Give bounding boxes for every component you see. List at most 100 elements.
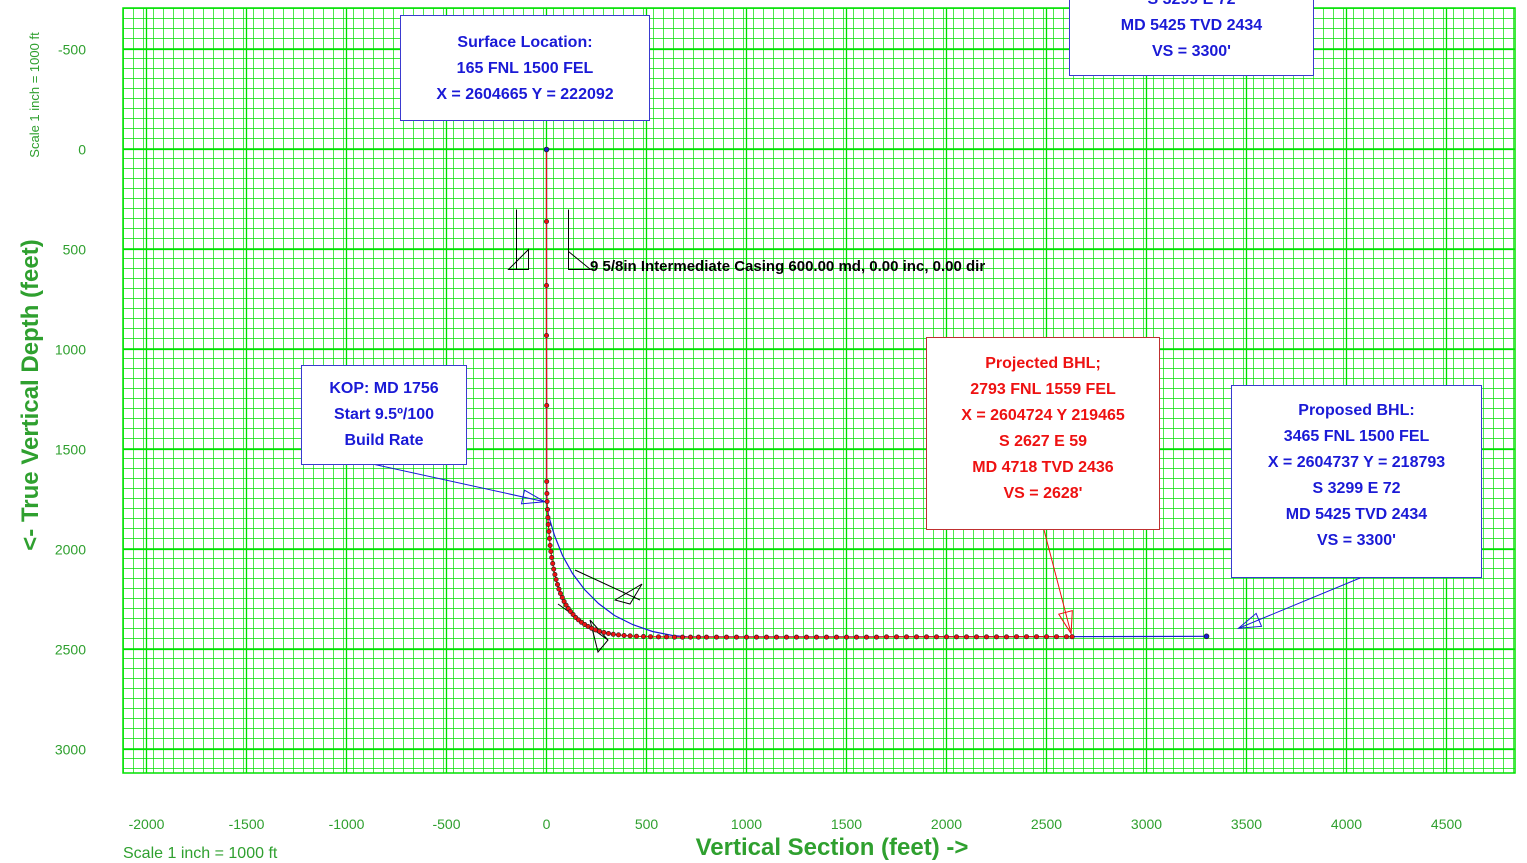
survey-point xyxy=(627,633,633,639)
survey-point xyxy=(993,634,999,640)
projected-line: 2793 FNL 1559 FEL xyxy=(970,381,1116,398)
survey-point xyxy=(621,632,627,638)
y-tick-label: 1000 xyxy=(55,342,86,358)
survey-point xyxy=(671,634,677,640)
projected-line: MD 4718 TVD 2436 xyxy=(972,459,1114,476)
survey-point xyxy=(543,219,549,225)
x-tick-label: -2000 xyxy=(129,816,165,832)
survey-point xyxy=(545,521,551,527)
survey-point xyxy=(640,633,646,639)
survey-point xyxy=(548,548,554,554)
survey-point xyxy=(983,634,989,640)
survey-point xyxy=(679,634,685,640)
top-partial-line: MD 5425 TVD 2434 xyxy=(1120,17,1263,34)
x-tick-label: 500 xyxy=(635,816,659,832)
build-marker-head xyxy=(589,619,609,654)
survey-point xyxy=(813,634,819,640)
survey-point xyxy=(823,634,829,640)
survey-point xyxy=(547,542,553,548)
projected-arrow-head xyxy=(1057,609,1073,636)
survey-point xyxy=(550,560,556,566)
survey-point xyxy=(596,628,602,634)
survey-point xyxy=(647,634,653,640)
x-tick-label: 2500 xyxy=(1031,816,1062,832)
x-tick-label: 1000 xyxy=(731,816,762,832)
y-tick-label: 0 xyxy=(78,142,86,158)
x-tick-label: -1500 xyxy=(229,816,265,832)
survey-point xyxy=(943,634,949,640)
survey-point xyxy=(703,634,709,640)
survey-point xyxy=(1069,634,1075,640)
proposed-line: X = 2604737 Y = 218793 xyxy=(1267,454,1446,471)
survey-point xyxy=(605,630,611,636)
x-tick-label: 4000 xyxy=(1331,816,1362,832)
survey-point xyxy=(833,634,839,640)
proposed-line: S 3299 E 72 xyxy=(1312,480,1401,497)
x-tick-label: 4500 xyxy=(1431,816,1462,832)
kop-line: Start 9.5º/100 xyxy=(333,406,435,423)
survey-point xyxy=(687,634,693,640)
survey-point xyxy=(743,634,749,640)
survey-point xyxy=(544,498,550,504)
survey-point xyxy=(601,629,607,635)
proposed-arrow-head xyxy=(1236,612,1263,629)
top-partial-line: S 3299 E 72 xyxy=(1070,0,1313,13)
endpoint-marker xyxy=(543,146,550,153)
x-tick-label: 1500 xyxy=(831,816,862,832)
surface-line: 165 FNL 1500 FEL xyxy=(456,60,594,77)
survey-point xyxy=(803,634,809,640)
survey-point xyxy=(1013,634,1019,640)
x-tick-label: 0 xyxy=(543,816,551,832)
top-partial-annotation: S 3299 E 72 MD 5425 TVD 2434 VS = 3300' xyxy=(1069,0,1314,76)
survey-point xyxy=(1064,634,1070,640)
survey-point xyxy=(556,586,562,592)
y-axis-title: <- True Vertical Depth (feet) xyxy=(17,239,44,550)
survey-point xyxy=(663,634,669,640)
kop-line: Build Rate xyxy=(344,432,424,449)
y-tick-label: 3000 xyxy=(55,742,86,758)
survey-point xyxy=(546,528,552,534)
projected-line: Projected BHL; xyxy=(985,355,1101,372)
x-tick-label: 2000 xyxy=(931,816,962,832)
survey-point xyxy=(544,478,550,484)
survey-point xyxy=(551,566,557,572)
proposed-bhl-annotation: Proposed BHL: 3465 FNL 1500 FEL X = 2604… xyxy=(1231,385,1482,578)
survey-point xyxy=(559,594,565,600)
survey-point xyxy=(933,634,939,640)
proposed-line: 3465 FNL 1500 FEL xyxy=(1283,428,1430,445)
survey-point xyxy=(913,634,919,640)
x-axis-title: Vertical Section (feet) -> xyxy=(696,834,969,861)
proposed-arrow-line xyxy=(1238,577,1361,629)
survey-point xyxy=(543,332,549,338)
x-scale-note: Scale 1 inch = 1000 ft xyxy=(123,845,278,862)
y-tick-label: 1500 xyxy=(55,442,86,458)
survey-point xyxy=(544,402,550,408)
endpoint-marker xyxy=(1203,633,1210,640)
tick-labels: -2000 -1500 -1000 -500 0 500 1000 1500 2000 2500 3… xyxy=(55,42,1462,833)
survey-point xyxy=(543,282,549,288)
plot-frame xyxy=(122,7,1516,774)
survey-point xyxy=(655,634,661,640)
y-scale-note: Scale 1 inch = 1000 ft xyxy=(27,32,42,158)
survey-point xyxy=(753,634,759,640)
surface-line: X = 2604665 Y = 222092 xyxy=(436,86,614,103)
casing-label: 9 5/8in Intermediate Casing 600.00 md, 0… xyxy=(590,258,985,275)
projected-bhl-annotation: Projected BHL; 2793 FNL 1559 FEL X = 260… xyxy=(926,337,1160,530)
x-tick-label: 3500 xyxy=(1231,816,1262,832)
survey-point xyxy=(733,634,739,640)
survey-point xyxy=(544,506,550,512)
survey-point xyxy=(552,571,558,577)
kop-arrow-line xyxy=(367,462,545,503)
survey-point xyxy=(763,634,769,640)
annotation-arrows xyxy=(367,462,1361,654)
survey-point xyxy=(873,634,879,640)
survey-point xyxy=(1034,634,1040,640)
build-marker-line xyxy=(574,569,641,601)
kop-line: KOP: MD 1756 xyxy=(329,380,439,397)
top-partial-line: VS = 3300' xyxy=(1152,43,1231,60)
x-tick-label: -1000 xyxy=(329,816,365,832)
proposed-line: MD 5425 TVD 2434 xyxy=(1285,506,1428,523)
proposed-line: Proposed BHL: xyxy=(1298,402,1415,419)
survey-point xyxy=(723,634,729,640)
survey-point xyxy=(1003,634,1009,640)
